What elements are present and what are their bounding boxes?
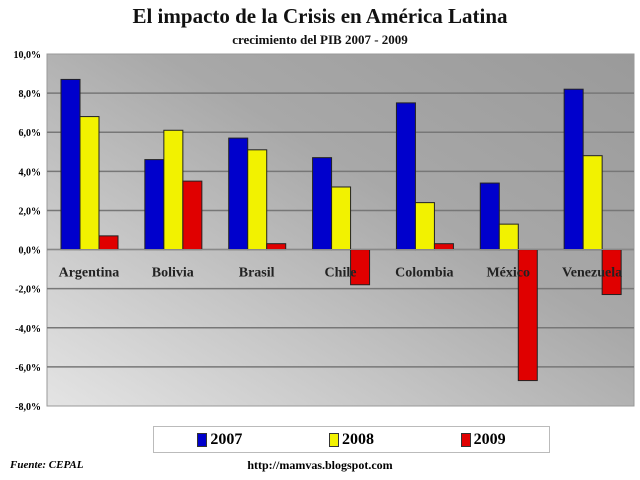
bar-2008-México: [498, 223, 519, 251]
x-category-label: Bolivia: [152, 266, 194, 281]
bar-2008-Brasil: [247, 149, 268, 251]
legend-swatch: [460, 432, 471, 447]
y-tick-label: -8,0%: [15, 402, 41, 413]
y-tick-label: -2,0%: [15, 285, 41, 296]
y-tick-label: 2,0%: [19, 206, 42, 217]
bar-chart: 10,0% 8,0% 6,0% 4,0% 2,0% 0,0% -2,0% -4,0% -6,0%…: [14, 50, 635, 413]
x-category-label: Venezuela: [562, 266, 622, 281]
bar-2009-Colombia: [433, 243, 454, 251]
legend-label: 2009: [473, 430, 506, 448]
legend-label: 2008: [341, 430, 374, 448]
bar-2007-Brasil: [228, 137, 249, 251]
y-tick-label: 6,0%: [19, 128, 42, 139]
legend-item-2009: 2009: [460, 430, 506, 449]
x-category-label: Chile: [325, 266, 357, 281]
legend-label: 2007: [210, 430, 243, 448]
bar-2009-Brasil: [266, 243, 287, 251]
bar-2009-Bolivia: [182, 180, 203, 251]
legend-item-2007: 2007: [197, 431, 242, 449]
legend-swatch: [197, 432, 208, 447]
y-tick-label: 0,0%: [19, 246, 42, 257]
bar-2008-Bolivia: [163, 129, 184, 251]
footer-url: http://mamvas.blogspot.com: [247, 458, 393, 472]
y-tick-label: 4,0%: [19, 167, 42, 178]
legend-item-2008: 2008: [328, 430, 374, 449]
bar-2007-México: [479, 182, 500, 251]
x-category-label: México: [486, 266, 530, 281]
bar-2008-Chile: [331, 186, 352, 251]
chart-title: El impacto de la Crisis en América Latin…: [132, 4, 508, 28]
legend-swatch: [328, 432, 339, 447]
x-category-label: Brasil: [239, 266, 275, 281]
legend: 2007 2008 2009: [153, 426, 550, 453]
bar-2008-Venezuela: [582, 155, 603, 251]
bar-2008-Argentina: [79, 116, 100, 251]
bar-2008-Colombia: [414, 202, 435, 251]
y-tick-label: -6,0%: [15, 363, 41, 374]
x-category-label: Colombia: [395, 266, 453, 281]
source-note: Fuente: CEPAL: [10, 459, 84, 471]
y-tick-label: -4,0%: [15, 324, 41, 335]
bar-2009-Argentina: [98, 235, 119, 251]
bar-2007-Colombia: [395, 102, 416, 251]
chart-subtitle: crecimiento del PIB 2007 - 2009: [232, 32, 408, 47]
y-tick-label: 10,0%: [14, 50, 42, 61]
bar-2007-Chile: [312, 157, 333, 251]
x-category-label: Argentina: [59, 266, 120, 281]
bar-2007-Venezuela: [563, 88, 584, 251]
y-tick-label: 8,0%: [19, 89, 42, 100]
bar-2007-Argentina: [60, 78, 81, 251]
bar-2007-Bolivia: [144, 159, 165, 251]
